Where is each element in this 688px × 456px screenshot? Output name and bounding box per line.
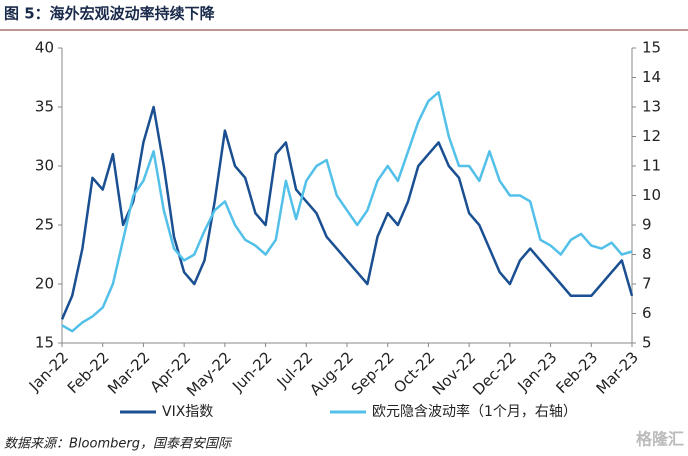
x-tick-label: Mar-22 bbox=[104, 348, 153, 397]
y2-tick-label: 9 bbox=[642, 216, 652, 234]
y-tick-label: 30 bbox=[35, 157, 54, 175]
legend-label: 欧元隐含波动率（1个月，右轴） bbox=[372, 403, 577, 420]
x-tick-label: Nov-22 bbox=[429, 348, 479, 398]
series-line bbox=[61, 91, 633, 333]
x-tick-label: May-22 bbox=[183, 348, 235, 400]
y-tick-label: 20 bbox=[35, 275, 54, 293]
y2-tick-label: 14 bbox=[642, 68, 661, 86]
legend-label: VIX指数 bbox=[162, 404, 213, 420]
y-tick-label: 40 bbox=[35, 39, 54, 57]
x-tick-label: Jan-23 bbox=[513, 348, 560, 395]
x-tick-label: Aug-22 bbox=[306, 348, 357, 399]
x-tick-label: Feb-22 bbox=[64, 348, 113, 397]
x-tick-label: Sep-22 bbox=[348, 348, 398, 398]
watermark: 格隆汇 bbox=[636, 430, 684, 449]
y2-tick-label: 11 bbox=[642, 157, 661, 175]
y2-tick-label: 7 bbox=[642, 275, 652, 293]
y2-tick-label: 10 bbox=[642, 186, 661, 204]
chart-title: 图 5：海外宏观波动率持续下降 bbox=[4, 5, 216, 23]
y2-tick-label: 8 bbox=[642, 245, 652, 263]
y-tick-label: 15 bbox=[35, 334, 54, 352]
source: 数据来源：Bloomberg，国泰君安国际 bbox=[4, 437, 233, 452]
x-tick-label: Mar-23 bbox=[593, 348, 642, 397]
y2-tick-label: 12 bbox=[642, 127, 661, 145]
x-tick-label: Jan-22 bbox=[25, 348, 72, 395]
y2-tick-label: 5 bbox=[642, 334, 652, 352]
x-tick-label: Feb-23 bbox=[552, 348, 601, 397]
x-tick-label: Jun-22 bbox=[228, 348, 275, 395]
y2-tick-label: 13 bbox=[642, 98, 661, 116]
y-tick-label: 25 bbox=[35, 216, 54, 234]
y2-tick-label: 15 bbox=[642, 39, 661, 57]
x-tick-label: Dec-22 bbox=[469, 348, 520, 399]
y-tick-label: 35 bbox=[35, 98, 54, 116]
series-line bbox=[60, 105, 634, 320]
y2-tick-label: 6 bbox=[642, 304, 652, 322]
